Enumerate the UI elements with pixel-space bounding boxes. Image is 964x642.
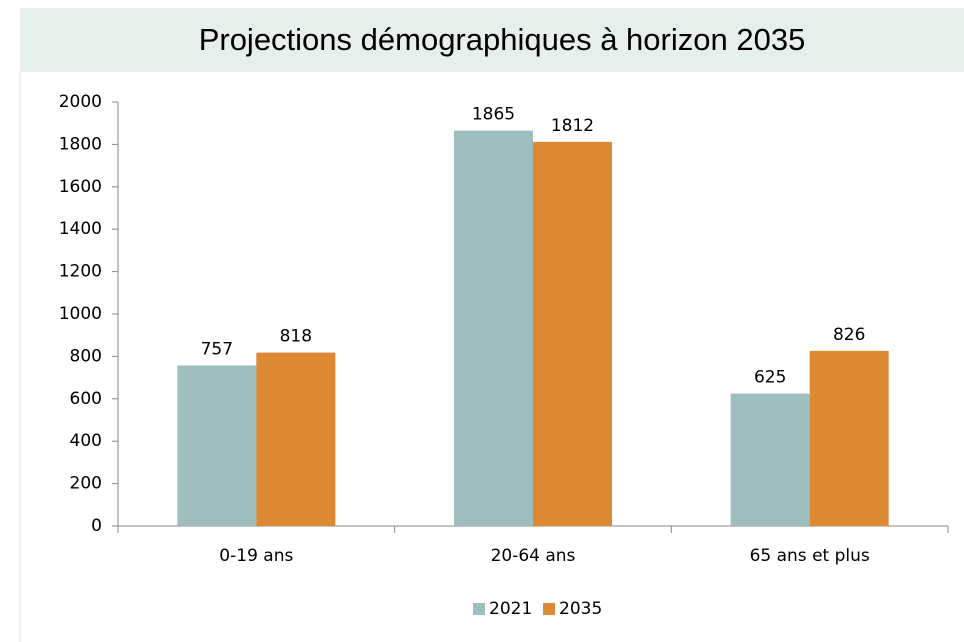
y-tick-label: 1200 (59, 262, 102, 282)
bar (177, 365, 257, 526)
bar (256, 352, 336, 526)
value-label: 1812 (551, 116, 594, 136)
value-label: 625 (754, 368, 786, 388)
x-tick-label: 65 ans et plus (750, 546, 870, 566)
legend-swatch (543, 603, 555, 615)
y-tick-label: 200 (70, 474, 102, 494)
chart-title: Projections démographiques à horizon 203… (199, 22, 806, 57)
y-tick-label: 600 (70, 389, 102, 409)
legend-label: 2035 (559, 599, 602, 619)
y-tick-label: 0 (91, 516, 102, 536)
y-tick-label: 1800 (59, 134, 102, 154)
legend-swatch (473, 603, 485, 615)
value-label: 757 (201, 340, 233, 360)
y-tick-label: 400 (70, 431, 102, 451)
value-label: 818 (280, 327, 312, 347)
y-tick-label: 1600 (59, 177, 102, 197)
bar (809, 350, 889, 526)
bar (533, 141, 612, 526)
legend-label: 2021 (489, 599, 532, 619)
value-label: 826 (833, 325, 865, 345)
y-tick-label: 800 (70, 346, 102, 366)
x-tick-label: 0-19 ans (219, 546, 293, 566)
y-tick-label: 2000 (59, 92, 102, 112)
title-band (20, 8, 964, 72)
bar (730, 393, 810, 526)
bar (454, 130, 533, 526)
y-tick-label: 1400 (59, 219, 102, 239)
y-tick-label: 1000 (59, 304, 102, 324)
x-tick-label: 20-64 ans (491, 546, 576, 566)
value-label: 1865 (472, 105, 515, 125)
